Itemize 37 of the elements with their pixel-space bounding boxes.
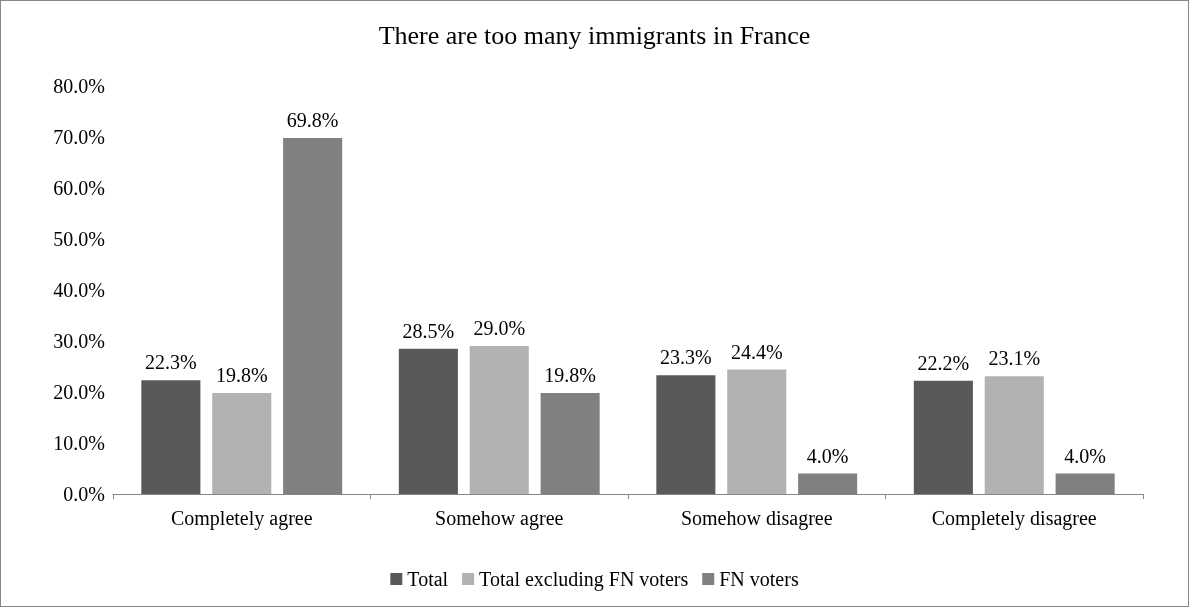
y-tick-label: 60.0% bbox=[53, 177, 105, 199]
bar bbox=[727, 369, 787, 494]
data-label: 28.5% bbox=[402, 319, 455, 342]
bar bbox=[913, 380, 973, 494]
bar bbox=[398, 348, 458, 494]
y-tick-label: 70.0% bbox=[53, 126, 105, 148]
bar bbox=[212, 393, 272, 494]
data-label: 29.0% bbox=[473, 317, 526, 340]
legend-label: Total bbox=[407, 568, 449, 590]
y-tick-label: 50.0% bbox=[53, 228, 105, 250]
bar bbox=[656, 375, 716, 494]
data-label: 22.2% bbox=[917, 351, 970, 374]
x-tick-label: Completely disagree bbox=[931, 507, 1097, 530]
legend-label: FN voters bbox=[719, 568, 799, 590]
data-label: 24.4% bbox=[730, 340, 783, 363]
bar bbox=[141, 380, 201, 494]
bar bbox=[469, 346, 529, 494]
data-label: 22.3% bbox=[145, 351, 197, 374]
y-tick-label: 40.0% bbox=[53, 279, 105, 301]
y-tick-label: 10.0% bbox=[53, 432, 105, 454]
y-tick-label: 20.0% bbox=[53, 381, 105, 403]
data-label: 23.1% bbox=[988, 347, 1041, 370]
legend-label: Total excluding FN voters bbox=[479, 568, 689, 591]
data-label: 23.3% bbox=[660, 346, 712, 369]
y-tick-label: 80.0% bbox=[53, 75, 105, 97]
y-tick-label: 30.0% bbox=[53, 330, 105, 352]
data-label: 4.0% bbox=[1064, 444, 1106, 467]
x-tick-label: Somehow agree bbox=[435, 507, 564, 530]
data-label: 19.8% bbox=[544, 364, 596, 387]
y-tick-label: 0.0% bbox=[63, 483, 105, 505]
x-tick-label: Somehow disagree bbox=[680, 507, 833, 530]
data-label: 19.8% bbox=[215, 364, 268, 387]
data-label: 69.8% bbox=[286, 109, 339, 132]
chart-title: There are too many immigrants in France bbox=[378, 20, 811, 50]
x-tick-label: Completely agree bbox=[170, 507, 313, 530]
data-label: 4.0% bbox=[806, 444, 849, 467]
bar bbox=[984, 376, 1044, 494]
